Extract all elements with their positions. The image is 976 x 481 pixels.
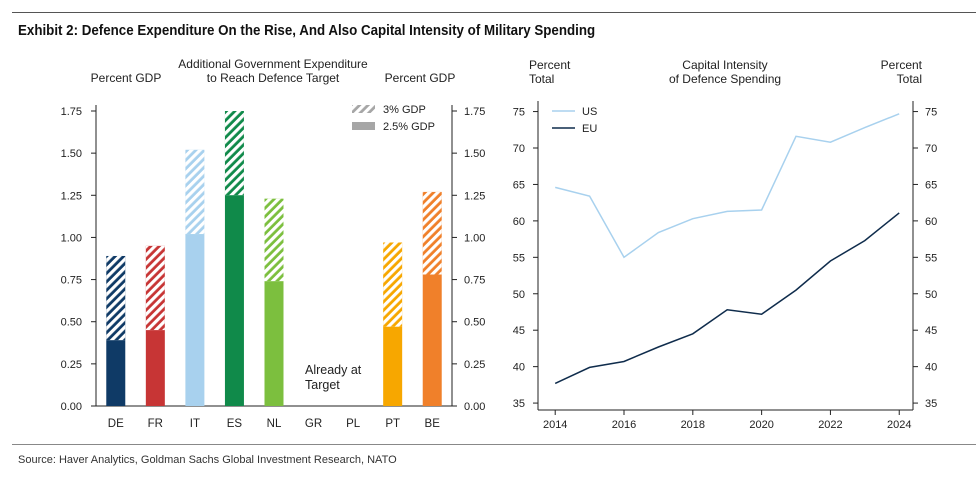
y-tick-label: 40 [513, 362, 525, 374]
y-tick-label: 0.00 [464, 401, 485, 413]
bar-25pct-segment [422, 274, 442, 406]
y-tick-label: 55 [925, 252, 937, 264]
y-tick-label: 1.00 [464, 232, 485, 244]
y-tick-label: 65 [925, 179, 937, 191]
y-tick-label: 0.00 [61, 401, 82, 413]
left-chart-title-line1: Additional Government Expenditure [178, 57, 368, 71]
bar-3pct-hatch [224, 111, 244, 196]
left-chart-y-ticks-left: 0.00 0.25 0.50 0.75 1.00 1.25 1.50 1.75 [61, 106, 96, 413]
y-tick-label: 0.75 [61, 275, 82, 287]
legend-25pct-label: 2.5% GDP [383, 121, 435, 133]
y-tick-label: 1.75 [61, 106, 82, 118]
bar-3pct-hatch [145, 245, 165, 331]
left-chart-x-labels: DE FR IT ES NL GR PL PT BE [108, 418, 440, 430]
right-chart-left-unit-line2: Total [529, 72, 554, 86]
y-tick-label: 35 [925, 398, 937, 410]
left-chart-legend: 3% GDP 2.5% GDP [352, 104, 435, 133]
bar-25pct-segment [145, 330, 165, 406]
legend-3pct-label: 3% GDP [383, 104, 426, 116]
y-tick-label: 65 [513, 179, 525, 191]
bar-25pct-segment [106, 340, 126, 406]
bar-25pct-segment [264, 281, 284, 406]
y-tick-label: 60 [513, 216, 525, 228]
y-tick-label: 70 [925, 143, 937, 155]
x-tick-label: 2016 [612, 419, 636, 431]
x-tick-label: 2018 [681, 419, 705, 431]
exhibit-title: Exhibit 2: Defence Expenditure On the Ri… [18, 23, 596, 39]
left-unit-label: Percent GDP [91, 71, 162, 85]
right-chart-y-ticks-right: 35 40 45 50 55 60 65 70 75 [913, 107, 937, 410]
legend-25pct-swatch [352, 122, 375, 130]
y-tick-label: 1.50 [464, 148, 485, 160]
y-tick-label: 0.25 [464, 359, 485, 371]
y-tick-label: 35 [513, 398, 525, 410]
y-tick-label: 0.50 [464, 317, 485, 329]
right-chart-title-line1: Capital Intensity [682, 58, 767, 72]
y-tick-label: 1.25 [61, 190, 82, 202]
y-tick-label: 55 [513, 252, 525, 264]
right-chart-y-ticks-left: 35 40 45 50 55 60 65 70 75 [513, 107, 538, 410]
annotation-line1: Already at [305, 363, 362, 377]
y-tick-label: 60 [925, 216, 937, 228]
bar-3pct-hatch [422, 191, 442, 275]
right-chart-axes [537, 101, 914, 411]
y-tick-label: 1.50 [61, 148, 82, 160]
right-chart-title-line2: of Defence Spending [669, 72, 781, 86]
y-tick-label: 45 [925, 325, 937, 337]
x-category-label: GR [305, 418, 322, 430]
y-tick-label: 45 [513, 325, 525, 337]
right-chart-right-unit-line2: Total [897, 72, 922, 86]
right-unit-label: Percent GDP [385, 71, 456, 85]
right-chart-legend: US EU [552, 106, 597, 135]
bar-3pct-hatch [264, 198, 284, 282]
right-chart-lines [554, 113, 900, 385]
legend-3pct-hatch [352, 105, 375, 113]
x-category-label: NL [267, 418, 282, 430]
y-tick-label: 0.25 [61, 359, 82, 371]
left-chart-y-ticks-right: 0.00 0.25 0.50 0.75 1.00 1.25 1.50 1.75 [452, 106, 485, 413]
x-category-label: BE [425, 418, 441, 430]
right-chart-right-unit-line1: Percent [881, 58, 923, 72]
series-line-eu [554, 212, 900, 385]
y-tick-label: 1.75 [464, 106, 485, 118]
y-tick-label: 40 [925, 362, 937, 374]
bar-3pct-hatch [383, 242, 403, 327]
y-tick-label: 0.50 [61, 317, 82, 329]
y-tick-label: 1.25 [464, 190, 485, 202]
annotation-line2: Target [305, 378, 340, 392]
right-chart-left-unit-line1: Percent [529, 58, 571, 72]
x-category-label: PT [385, 418, 400, 430]
y-tick-label: 50 [513, 289, 525, 301]
top-rule [12, 12, 976, 13]
series-line-us [555, 113, 900, 259]
source-note: Source: Haver Analytics, Goldman Sachs G… [18, 454, 397, 466]
left-chart-bars [106, 111, 442, 406]
bottom-rule [12, 444, 976, 445]
y-tick-label: 75 [513, 107, 525, 119]
legend-us-label: US [582, 106, 597, 118]
right-chart-x-ticks: 2014 2016 2018 2020 2022 2024 [543, 410, 911, 431]
x-tick-label: 2014 [543, 419, 567, 431]
y-tick-label: 50 [925, 289, 937, 301]
x-tick-label: 2020 [749, 419, 773, 431]
bar-3pct-hatch [185, 149, 205, 235]
bar-25pct-segment [383, 326, 403, 406]
y-tick-label: 75 [925, 107, 937, 119]
x-category-label: ES [227, 418, 243, 430]
left-chart-title-line2: to Reach Defence Target [207, 71, 340, 85]
legend-eu-label: EU [582, 123, 597, 135]
x-category-label: PL [346, 418, 361, 430]
y-tick-label: 0.75 [464, 275, 485, 287]
x-category-label: FR [148, 418, 163, 430]
y-tick-label: 70 [513, 143, 525, 155]
x-tick-label: 2022 [818, 419, 842, 431]
bar-25pct-segment [224, 195, 244, 406]
bar-25pct-segment [185, 234, 205, 406]
bar-3pct-hatch [106, 255, 126, 341]
x-category-label: DE [108, 418, 124, 430]
charts-canvas: Percent GDP Percent GDP Additional Gover… [61, 57, 938, 431]
x-category-label: IT [190, 418, 200, 430]
y-tick-label: 1.00 [61, 232, 82, 244]
x-tick-label: 2024 [887, 419, 911, 431]
